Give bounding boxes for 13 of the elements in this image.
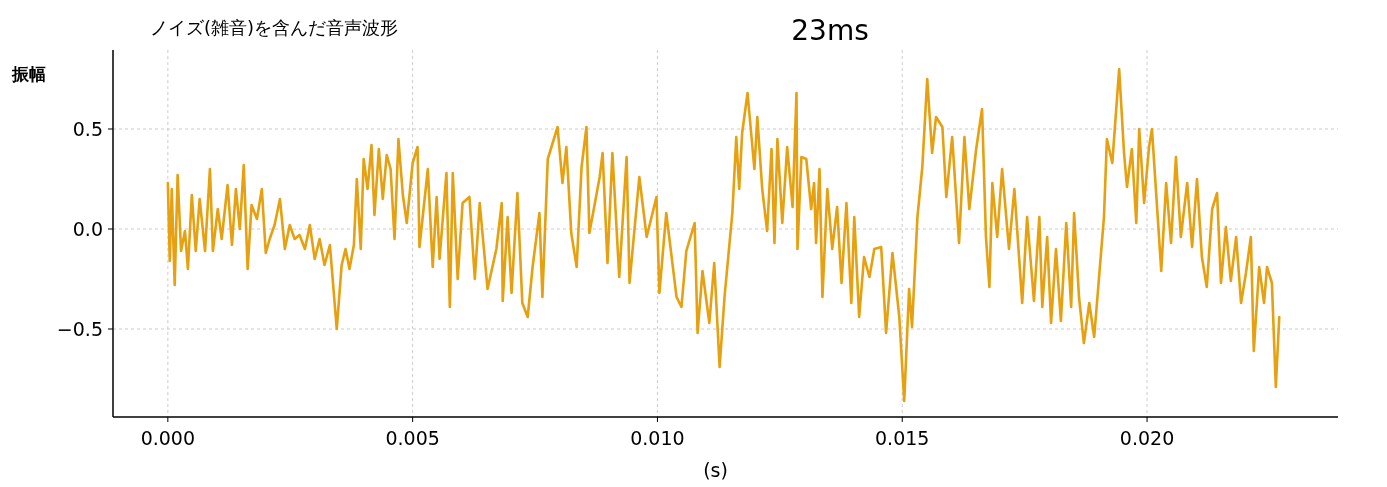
chart-title: ノイズ(雑音)を含んだ音声波形 — [150, 17, 399, 38]
y-tick-label: 0.5 — [72, 118, 103, 140]
y-tick-label: 0.0 — [72, 218, 103, 240]
chart-subtitle: 23ms — [791, 14, 869, 47]
x-tick-label: 0.020 — [1119, 427, 1175, 449]
y-tick-label: −0.5 — [56, 318, 103, 340]
line-series — [166, 67, 1281, 403]
x-tick-label: 0.010 — [630, 427, 685, 449]
y-axis-title: 振幅 — [11, 64, 46, 84]
x-tick-label: 0.015 — [875, 427, 930, 449]
x-tick-label: 0.005 — [385, 427, 440, 449]
x-tick-label: 0.000 — [140, 427, 196, 449]
x-axis-title: (s) — [703, 459, 728, 481]
